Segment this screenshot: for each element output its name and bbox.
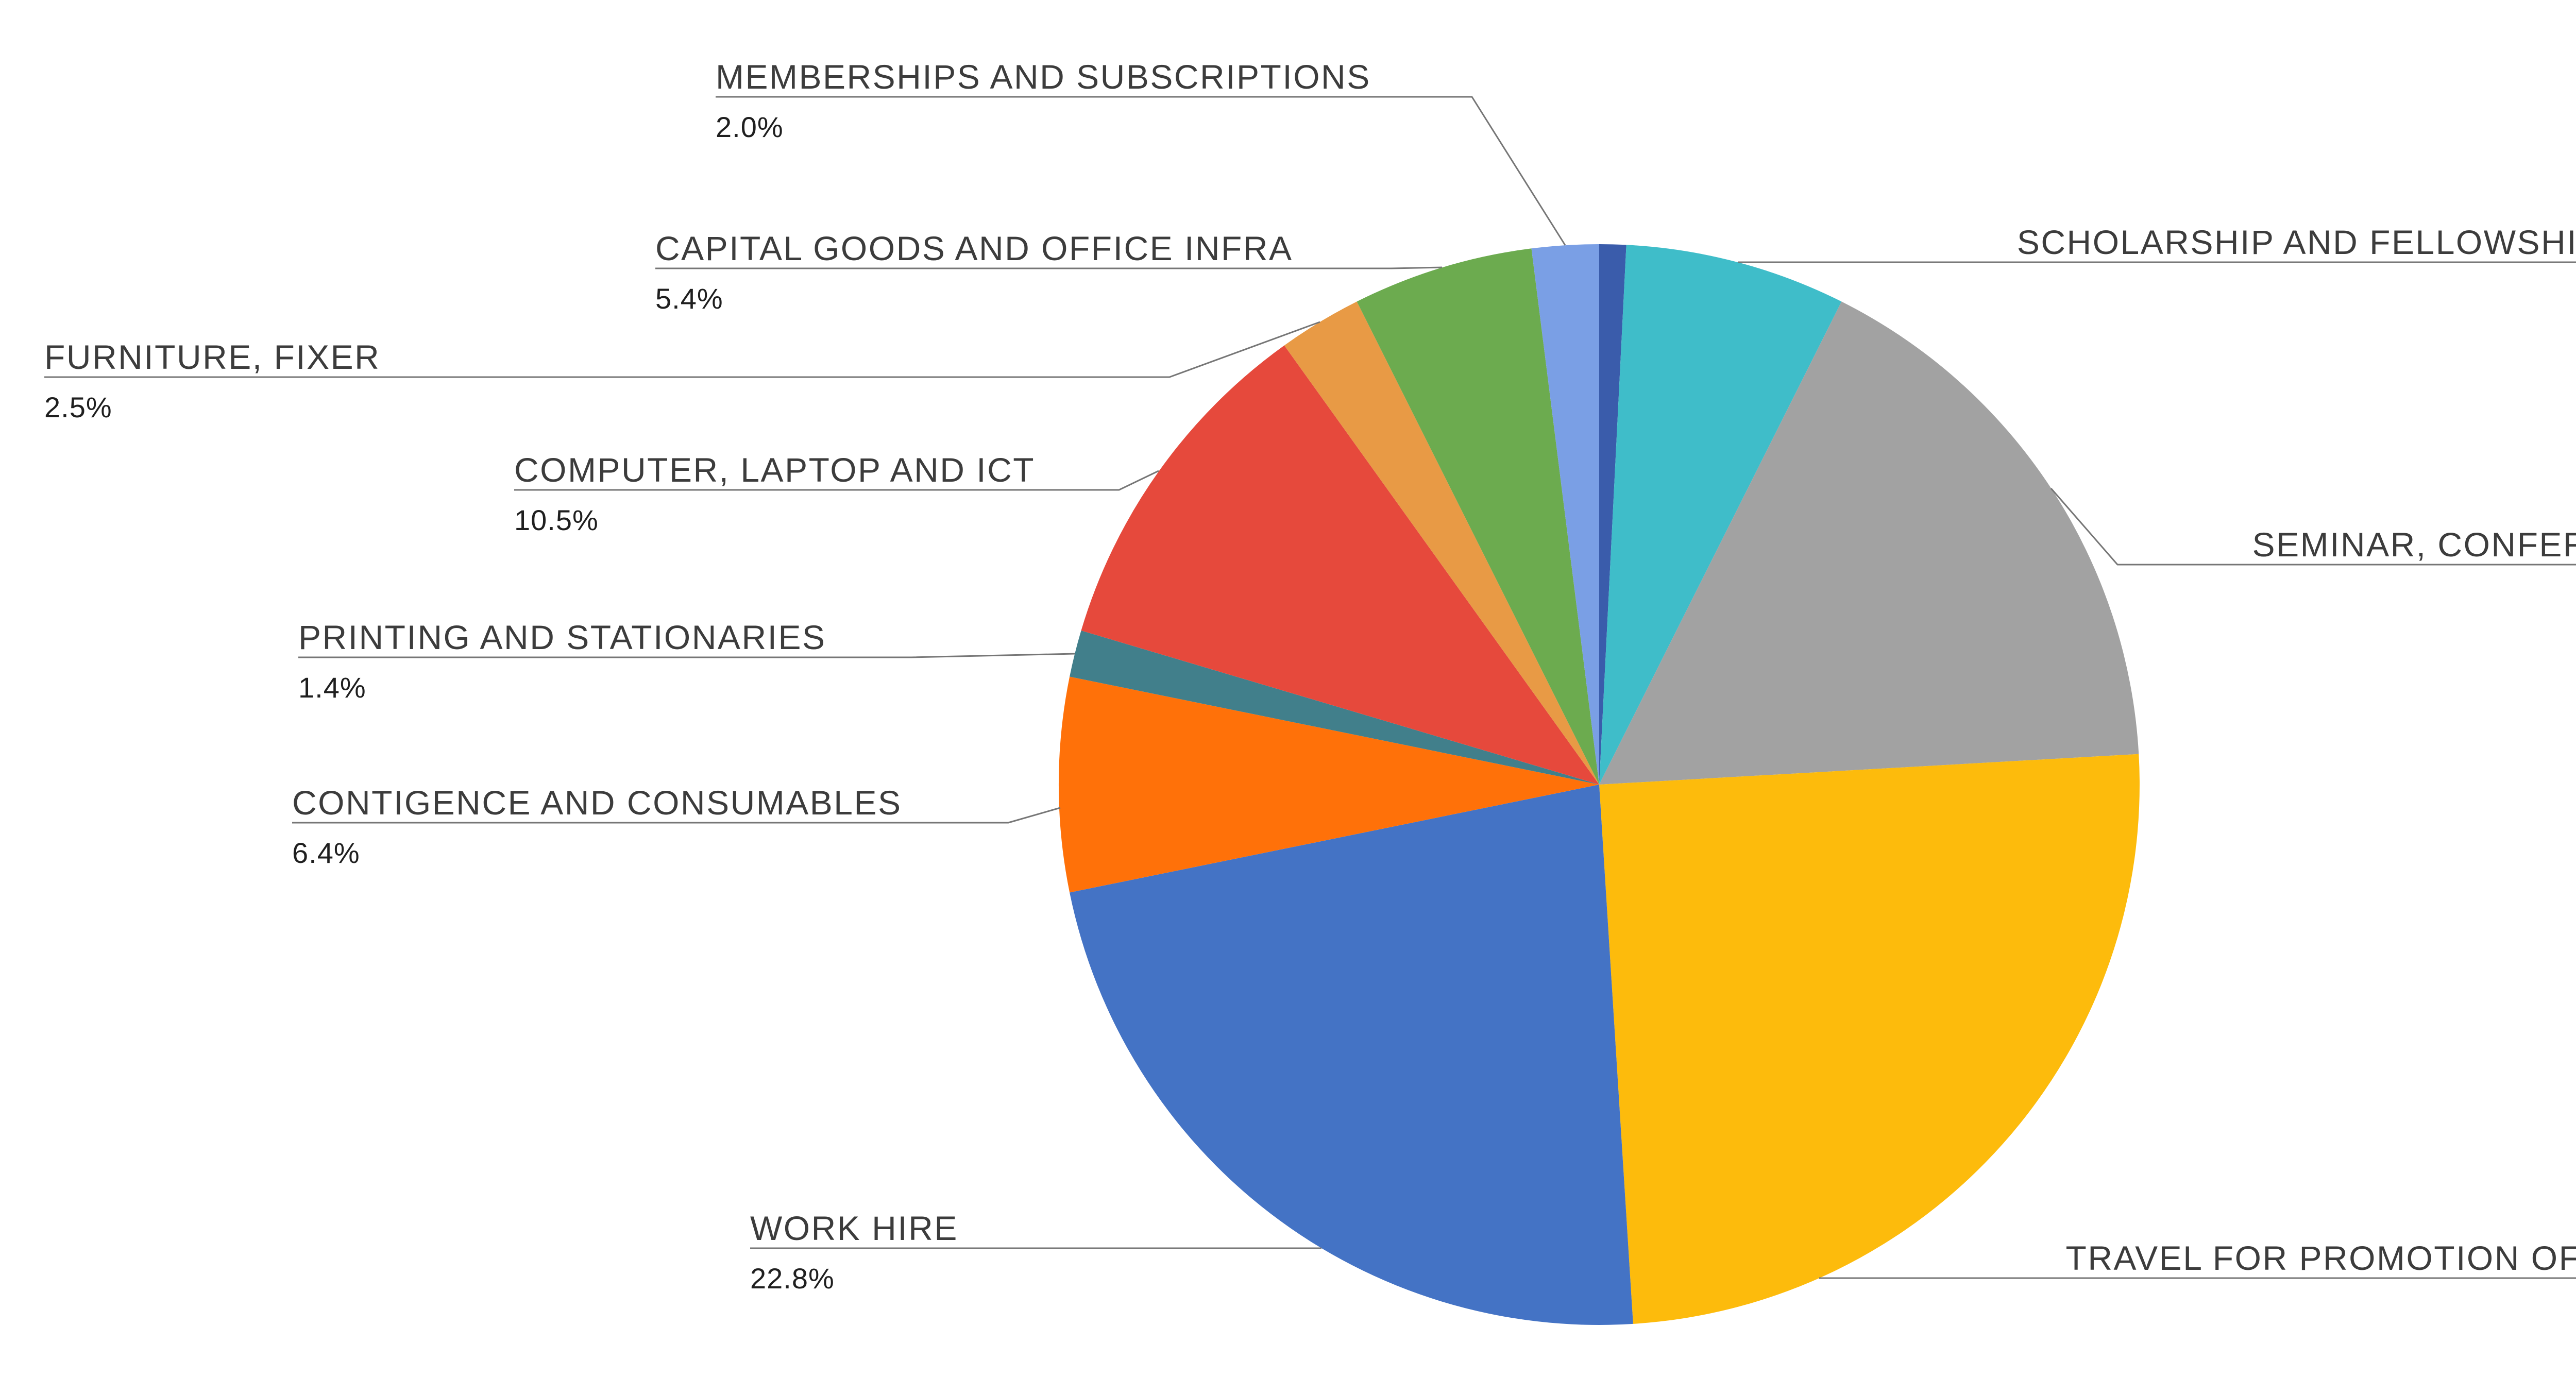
pie-slice-scholarship-and-fellowship-awards-rewards [1599, 245, 1842, 785]
pie-slice-furniture-fixer [1284, 301, 1599, 785]
pie-slice-unlabeled [1599, 244, 1626, 785]
slice-label-travel-for-promotion-of-international-relations: TRAVEL FOR PROMOTION OF INTERNATIONAL RE… [2066, 1239, 2576, 1277]
slice-label-seminar-conference-events-and-dele: SEMINAR, CONFERENCE, EVENTS AND DELE... [2252, 525, 2576, 564]
slice-label-furniture-fixer: FURNITURE, FIXER [44, 338, 380, 376]
pie-slice-travel-for-promotion-of-international-relations [1599, 754, 2140, 1324]
slice-label-memberships-and-subscriptions: MEMBERSHIPS AND SUBSCRIPTIONS [716, 58, 1371, 96]
slice-percent-memberships-and-subscriptions: 2.0% [716, 111, 784, 143]
slice-label-scholarship-and-fellowship-awards-rewards: SCHOLARSHIP AND FELLOWSHIP, AWARDS, REWA… [2017, 223, 2576, 261]
slice-percent-furniture-fixer: 2.5% [44, 391, 112, 423]
pie-slice-seminar-conference-events-and-dele [1599, 301, 2139, 785]
pie-slice-work-hire [1070, 785, 1633, 1325]
leader-line-memberships-and-subscriptions [716, 96, 1566, 246]
slice-label-contigence-and-consumables: CONTIGENCE AND CONSUMABLES [292, 784, 902, 822]
pie-slice-printing-and-stationaries [1070, 631, 1599, 785]
slice-percent-printing-and-stationaries: 1.4% [298, 671, 366, 704]
leader-line-contigence-and-consumables [292, 807, 1061, 824]
leader-line-printing-and-stationaries [298, 653, 1075, 658]
callout-leader-lines [44, 96, 2576, 1279]
slice-percent-capital-goods-and-office-infra: 5.4% [655, 282, 723, 315]
pie-slice-contigence-and-consumables [1058, 676, 1599, 893]
pie-slice-memberships-and-subscriptions [1531, 244, 1599, 785]
slice-label-capital-goods-and-office-infra: CAPITAL GOODS AND OFFICE INFRA [655, 229, 1293, 267]
callout-labels: SCHOLARSHIP AND FELLOWSHIP, AWARDS, REWA… [44, 58, 2576, 1295]
slice-percent-computer-laptop-and-ict: 10.5% [514, 504, 599, 536]
leader-line-furniture-fixer [44, 321, 1320, 378]
leader-line-seminar-conference-events-and-dele [2050, 488, 2576, 566]
pie-slice-computer-laptop-and-ict [1081, 345, 1599, 785]
leader-line-computer-laptop-and-ict [514, 470, 1159, 491]
pie-slice-capital-goods-and-office-infra [1357, 248, 1599, 785]
leader-line-capital-goods-and-office-infra [655, 266, 1443, 269]
slice-label-work-hire: WORK HIRE [750, 1209, 958, 1247]
pie-slices [1058, 244, 2140, 1325]
slice-label-printing-and-stationaries: PRINTING AND STATIONARIES [298, 618, 826, 656]
slice-percent-work-hire: 22.8% [750, 1262, 835, 1295]
slice-percent-contigence-and-consumables: 6.4% [292, 837, 360, 869]
slice-label-computer-laptop-and-ict: COMPUTER, LAPTOP AND ICT [514, 451, 1035, 489]
